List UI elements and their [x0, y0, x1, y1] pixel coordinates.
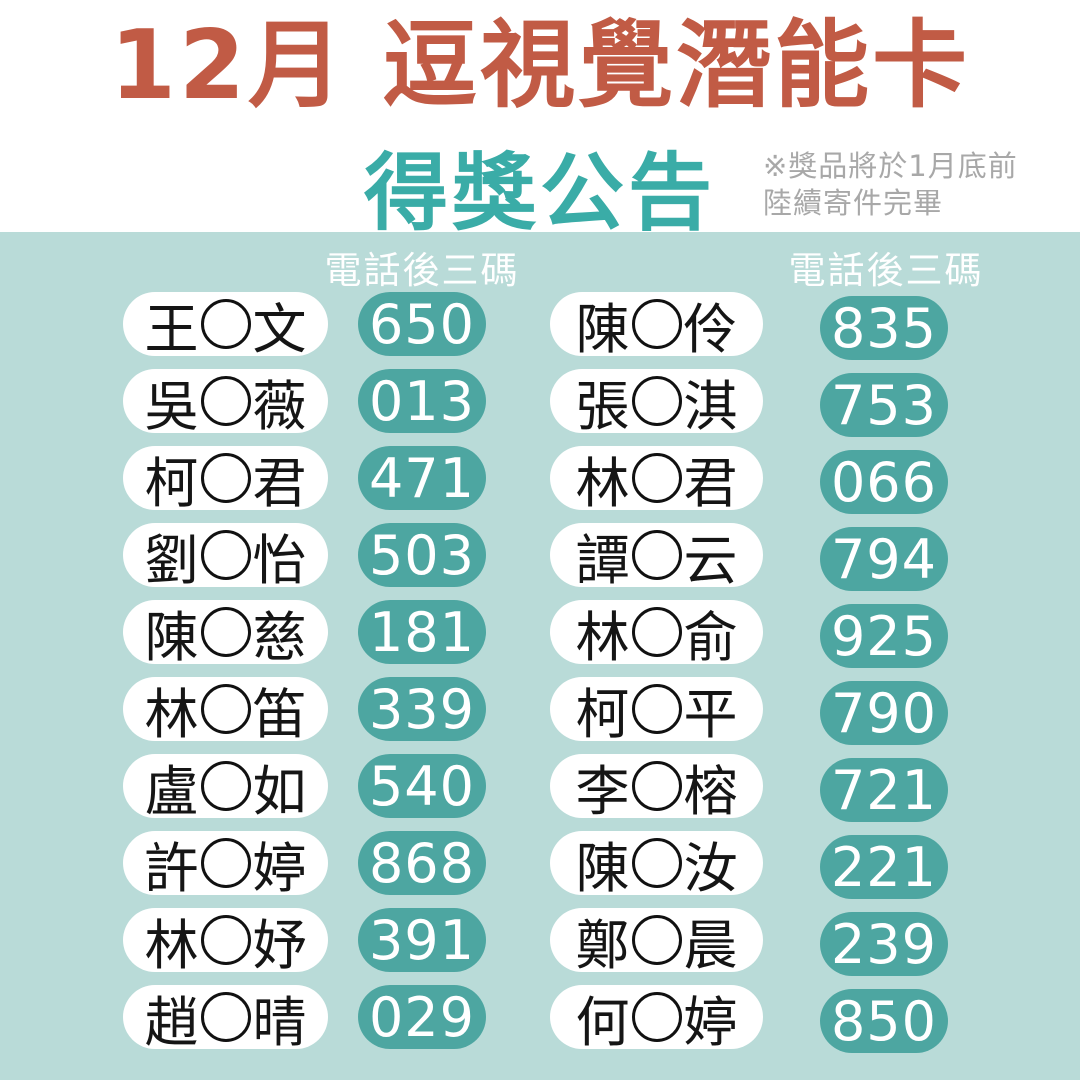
winner-digits-pill: 181	[358, 600, 486, 664]
winner-name-pill: 吳薇	[123, 369, 328, 438]
winner-row: 何婷 850	[550, 985, 948, 1054]
winner-name-pill: 林君	[550, 446, 763, 515]
winner-digits-pill: 471	[358, 446, 486, 510]
winner-name-pill: 柯平	[550, 677, 763, 746]
winner-row: 盧如 540	[123, 754, 486, 823]
winner-digits-pill: 925	[820, 604, 948, 668]
winner-row: 林笛 339	[123, 677, 486, 746]
winner-row: 吳薇 013	[123, 369, 486, 438]
winner-name-pill: 張淇	[550, 369, 763, 438]
winner-row: 柯君 471	[123, 446, 486, 515]
winner-digits-pill: 790	[820, 681, 948, 745]
masked-character-circle-icon	[631, 453, 682, 503]
masked-character-circle-icon	[200, 684, 251, 734]
winner-name-pill: 陳汝	[550, 831, 763, 900]
winner-name-pill: 陳伶	[550, 292, 763, 361]
winner-digits-pill: 850	[820, 989, 948, 1053]
winner-digits-pill: 540	[358, 754, 486, 818]
masked-character-circle-icon	[631, 607, 682, 657]
winner-row: 陳慈 181	[123, 600, 486, 669]
winner-row: 鄭晨 239	[550, 908, 948, 977]
winner-digits-pill: 794	[820, 527, 948, 591]
winner-rows-left: 王文 650 吳薇 013 柯君 471 劉怡 503 陳慈 181 林笛 339 盧如 540 許婷 868…	[123, 292, 486, 1062]
winner-name-pill: 鄭晨	[550, 908, 763, 977]
winner-name-pill: 柯君	[123, 446, 328, 515]
masked-character-circle-icon	[200, 992, 251, 1042]
winner-digits-pill: 029	[358, 985, 486, 1049]
winner-name-pill: 王文	[123, 292, 328, 361]
winner-digits-pill: 221	[820, 835, 948, 899]
winner-name-pill: 趙晴	[123, 985, 328, 1054]
winner-row: 李榕 721	[550, 754, 948, 823]
winner-digits-pill: 753	[820, 373, 948, 437]
winner-digits-pill: 835	[820, 296, 948, 360]
winner-row: 林妤 391	[123, 908, 486, 977]
winner-name-pill: 林笛	[123, 677, 328, 746]
masked-character-circle-icon	[631, 761, 682, 811]
winner-row: 林俞 925	[550, 600, 948, 669]
masked-character-circle-icon	[200, 838, 251, 888]
winner-rows-right: 陳伶 835 張淇 753 林君 066 譚云 794 林俞 925 柯平 790 李榕 721 陳汝 221…	[550, 292, 948, 1062]
winner-name-pill: 劉怡	[123, 523, 328, 592]
winner-name-pill: 林俞	[550, 600, 763, 669]
masked-character-circle-icon	[200, 453, 251, 503]
masked-character-circle-icon	[200, 530, 251, 580]
winner-name-pill: 譚云	[550, 523, 763, 592]
winner-row: 柯平 790	[550, 677, 948, 746]
column-header-phone-digits-right: 電話後三碼	[788, 249, 984, 292]
masked-character-circle-icon	[631, 376, 682, 426]
masked-character-circle-icon	[631, 530, 682, 580]
winner-digits-pill: 721	[820, 758, 948, 822]
winner-digits-pill: 066	[820, 450, 948, 514]
masked-character-circle-icon	[200, 607, 251, 657]
shipping-note: ※獎品將於1月底前 陸續寄件完畢	[763, 148, 1018, 222]
winner-digits-pill: 650	[358, 292, 486, 356]
winner-row: 陳伶 835	[550, 292, 948, 361]
winner-name-pill: 何婷	[550, 985, 763, 1054]
masked-character-circle-icon	[200, 376, 251, 426]
winner-row: 趙晴 029	[123, 985, 486, 1054]
winner-row: 劉怡 503	[123, 523, 486, 592]
poster-subtitle: 得獎公告	[363, 144, 717, 242]
winner-digits-pill: 013	[358, 369, 486, 433]
winner-row: 張淇 753	[550, 369, 948, 438]
winner-row: 林君 066	[550, 446, 948, 515]
masked-character-circle-icon	[631, 992, 682, 1042]
shipping-note-line1: ※獎品將於1月底前	[763, 149, 1018, 183]
column-header-phone-digits-left: 電話後三碼	[324, 249, 520, 292]
winners-panel: 電話後三碼 王文 650 吳薇 013 柯君 471 劉怡 503 陳慈 181 林笛 339 盧如 54…	[0, 232, 1080, 1080]
masked-character-circle-icon	[631, 915, 682, 965]
masked-character-circle-icon	[631, 299, 682, 349]
winner-name-pill: 陳慈	[123, 600, 328, 669]
winner-row: 許婷 868	[123, 831, 486, 900]
masked-character-circle-icon	[631, 684, 682, 734]
shipping-note-line2: 陸續寄件完畢	[763, 186, 944, 221]
winner-digits-pill: 868	[358, 831, 486, 895]
winner-digits-pill: 239	[820, 912, 948, 976]
masked-character-circle-icon	[200, 915, 251, 965]
winner-digits-pill: 503	[358, 523, 486, 587]
winner-row: 譚云 794	[550, 523, 948, 592]
masked-character-circle-icon	[631, 838, 682, 888]
masked-character-circle-icon	[200, 299, 251, 349]
winner-name-pill: 盧如	[123, 754, 328, 823]
poster-title: 12月 逗視覺潛能卡	[109, 11, 971, 121]
winner-digits-pill: 339	[358, 677, 486, 741]
winner-name-pill: 林妤	[123, 908, 328, 977]
winner-digits-pill: 391	[358, 908, 486, 972]
winner-name-pill: 許婷	[123, 831, 328, 900]
masked-character-circle-icon	[200, 761, 251, 811]
winner-row: 王文 650	[123, 292, 486, 361]
winner-row: 陳汝 221	[550, 831, 948, 900]
winner-name-pill: 李榕	[550, 754, 763, 823]
